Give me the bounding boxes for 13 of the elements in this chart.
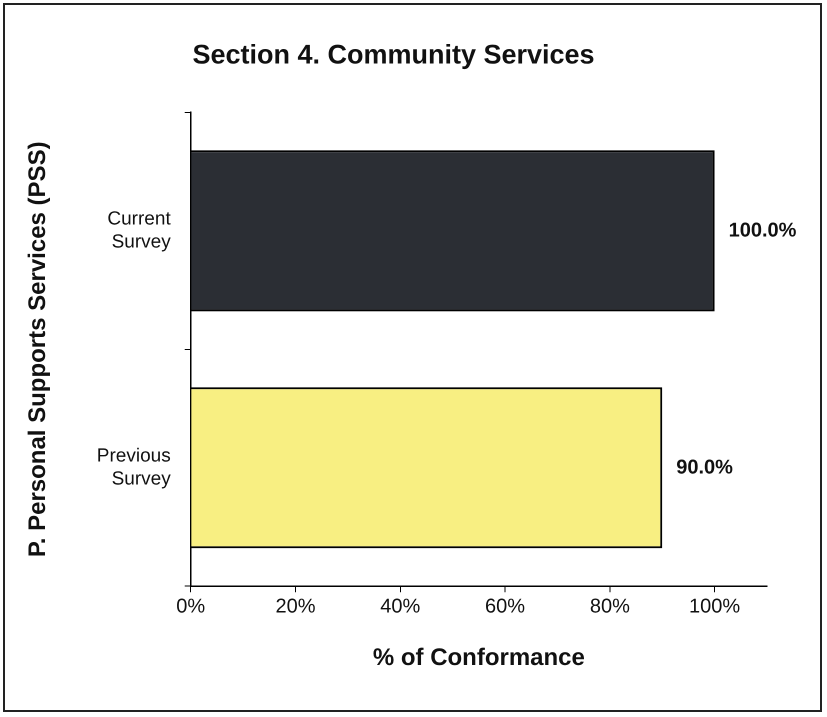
data-label: 90.0% xyxy=(676,456,734,478)
x-tick-label: 80% xyxy=(590,596,630,618)
x-tick-label: 40% xyxy=(380,596,421,618)
y-axis-title: P. Personal Supports Services (PSS) xyxy=(24,141,52,558)
x-tick-label: 60% xyxy=(485,596,526,618)
data-label: 100.0% xyxy=(728,219,797,242)
chart-title: Section 4. Community Services xyxy=(192,40,595,70)
y-tick-label: Previous Survey xyxy=(96,446,172,490)
x-tick-label: 100% xyxy=(689,596,740,618)
y-tick-label: Current Survey xyxy=(107,208,172,252)
x-axis-title: % of Conformance xyxy=(372,644,585,672)
x-tick-label: 20% xyxy=(275,596,316,618)
x-tick-label: 0% xyxy=(176,596,206,618)
